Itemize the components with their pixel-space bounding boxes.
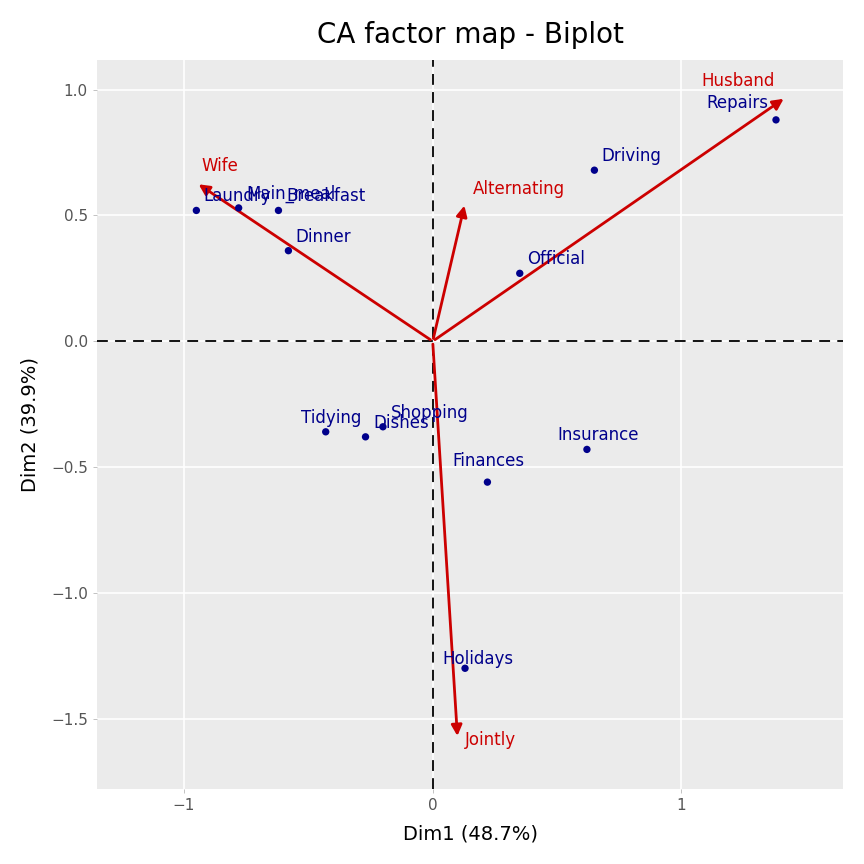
Title: CA factor map - Biplot: CA factor map - Biplot (316, 21, 624, 49)
Text: Wife: Wife (201, 157, 238, 175)
Point (480, 475, 494, 489)
Text: Holidays: Holidays (442, 651, 514, 668)
Y-axis label: Dim2 (39.9%): Dim2 (39.9%) (21, 357, 40, 492)
Text: Main_meal: Main_meal (246, 185, 335, 203)
Text: Husband: Husband (702, 72, 775, 90)
Text: Finances: Finances (453, 452, 524, 469)
Text: Driving: Driving (602, 147, 662, 165)
Text: Jointly: Jointly (465, 731, 516, 749)
Text: Dishes: Dishes (373, 414, 429, 432)
Text: Breakfast: Breakfast (286, 187, 365, 206)
Point (513, 266, 527, 280)
Text: Shopping: Shopping (391, 403, 468, 422)
Point (189, 204, 203, 218)
Point (232, 201, 245, 215)
Point (376, 420, 390, 434)
Text: Insurance: Insurance (557, 427, 638, 444)
Text: Official: Official (527, 251, 585, 269)
Text: Tidying: Tidying (301, 409, 361, 427)
Point (319, 425, 333, 439)
Point (359, 430, 372, 444)
Point (588, 163, 601, 177)
Text: Laundry: Laundry (204, 187, 271, 206)
Point (282, 244, 295, 257)
Point (769, 113, 783, 127)
X-axis label: Dim1 (48.7%): Dim1 (48.7%) (403, 824, 537, 843)
Point (580, 442, 594, 456)
Text: Repairs: Repairs (707, 94, 768, 112)
Point (271, 204, 285, 218)
Text: Alternating: Alternating (473, 180, 564, 198)
Text: Dinner: Dinner (295, 227, 352, 245)
Point (458, 661, 472, 675)
